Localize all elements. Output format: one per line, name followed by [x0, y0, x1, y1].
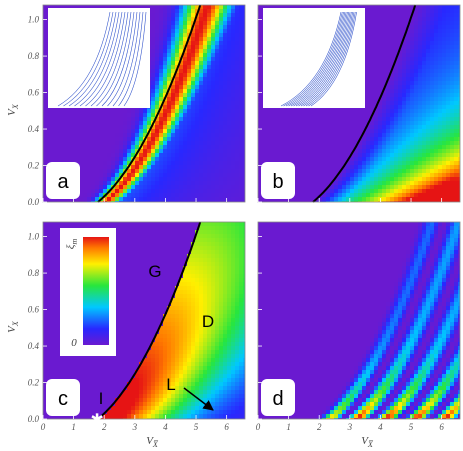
inset	[263, 8, 365, 108]
panel: 0 1 2 3 4 5 6 VX̅ d	[256, 221, 461, 449]
y-tick-label: 0.4	[28, 124, 40, 134]
x-tick-label: 0	[41, 422, 46, 432]
y-tick-label: 1.0	[28, 232, 40, 242]
x-tick-label: 5	[409, 422, 414, 432]
y-axis-label: VX	[6, 103, 20, 116]
inset-curve	[118, 11, 144, 107]
y-tick-label: 0.2	[28, 161, 40, 171]
inset-curve	[285, 11, 344, 107]
inset-curve	[310, 11, 357, 107]
inset-curve	[101, 11, 135, 107]
y-tick-label: 0.6	[28, 88, 40, 98]
annotation: G	[148, 262, 161, 281]
x-tick-label: 1	[286, 422, 291, 432]
inset-curve	[79, 11, 123, 107]
x-tick-label: 4	[378, 422, 383, 432]
colorbar-label-main: ξ	[65, 244, 77, 249]
x-tick-label: 3	[132, 422, 138, 432]
inset-curve	[308, 11, 356, 107]
y-tick-label: 0.0	[28, 414, 40, 424]
panel-label: c	[58, 388, 68, 410]
x-axis-label-main: V	[361, 435, 369, 447]
panel: b	[257, 4, 461, 203]
inset-curve	[85, 11, 126, 107]
annotation: I	[99, 389, 104, 408]
boundary-curve	[97, 221, 202, 420]
inset-curve	[283, 11, 343, 107]
y-tick-label: 0.6	[28, 305, 40, 315]
inset-curve	[90, 11, 129, 107]
colorbar-min: 0	[71, 337, 77, 349]
inset-curve	[293, 11, 348, 107]
panel-label-box	[46, 162, 80, 199]
inset-curve	[305, 11, 355, 107]
inset-curve	[123, 11, 147, 107]
panel-frame	[257, 221, 461, 420]
inset-curve	[300, 11, 352, 107]
annotation: L	[166, 375, 175, 394]
panel-frame	[257, 4, 461, 203]
inset	[48, 8, 150, 108]
inset-curve	[280, 11, 342, 107]
x-tick-label: 1	[71, 422, 76, 432]
panel-label-box	[261, 162, 295, 199]
y-axis-label-sub: X	[11, 103, 20, 110]
x-axis-label-main: V	[146, 435, 154, 447]
panel-label-box	[261, 379, 295, 416]
x-tick-label: 5	[194, 422, 199, 432]
heatmap	[258, 222, 460, 419]
inset-curve	[303, 11, 353, 107]
y-tick-label: 1.0	[28, 15, 40, 25]
y-tick-label: 0.2	[28, 378, 40, 388]
inset-curve	[295, 11, 350, 107]
x-axis-label: VX̅	[361, 435, 374, 449]
x-axis-label: VX̅	[146, 435, 159, 449]
panel-label: a	[57, 171, 69, 193]
x-axis-label-sub: X̅	[152, 440, 159, 449]
x-tick-label: 3	[347, 422, 353, 432]
y-axis-label-main: V	[6, 108, 18, 116]
inset-curve	[68, 11, 117, 107]
y-tick-label: 0.8	[28, 268, 40, 278]
y-tick-label: 0.4	[28, 341, 40, 351]
x-axis-label-sub: X̅	[367, 440, 374, 449]
inset-curve	[96, 11, 132, 107]
panel-label: b	[272, 171, 283, 193]
colorbar-label: ξm	[65, 239, 79, 250]
x-tick-label: 4	[163, 422, 168, 432]
boundary-curve	[97, 4, 202, 203]
x-tick-label: 2	[317, 422, 322, 432]
x-tick-label: 6	[224, 422, 229, 432]
x-tick-label: 0	[256, 422, 261, 432]
inset-curve	[298, 11, 351, 107]
panel-label-box	[46, 379, 80, 416]
y-axis-label-main: V	[6, 325, 18, 333]
panel-label: d	[272, 388, 283, 410]
inset-curve	[112, 11, 141, 107]
inset-curve	[290, 11, 347, 107]
annotation-arrow	[183, 387, 214, 411]
inset-curve	[74, 11, 120, 107]
inset-curve	[107, 11, 138, 107]
y-tick-label: 0.0	[28, 197, 40, 207]
boundary-curve	[312, 4, 417, 203]
y-axis-label-sub: X	[11, 320, 20, 327]
colorbar	[83, 237, 109, 345]
x-tick-label: 6	[439, 422, 444, 432]
inset-curve	[288, 11, 346, 107]
inset-curve	[63, 11, 114, 107]
y-axis-label: VX	[6, 320, 20, 333]
colorbar-label-sub: m	[70, 239, 79, 245]
annotation: D	[202, 312, 214, 331]
start-star: ✱	[90, 412, 103, 429]
x-tick-label: 2	[102, 422, 107, 432]
y-tick-label: 0.8	[28, 51, 40, 61]
panel-frame	[42, 4, 246, 203]
panel-frame	[42, 221, 246, 420]
inset-curve	[57, 11, 111, 107]
